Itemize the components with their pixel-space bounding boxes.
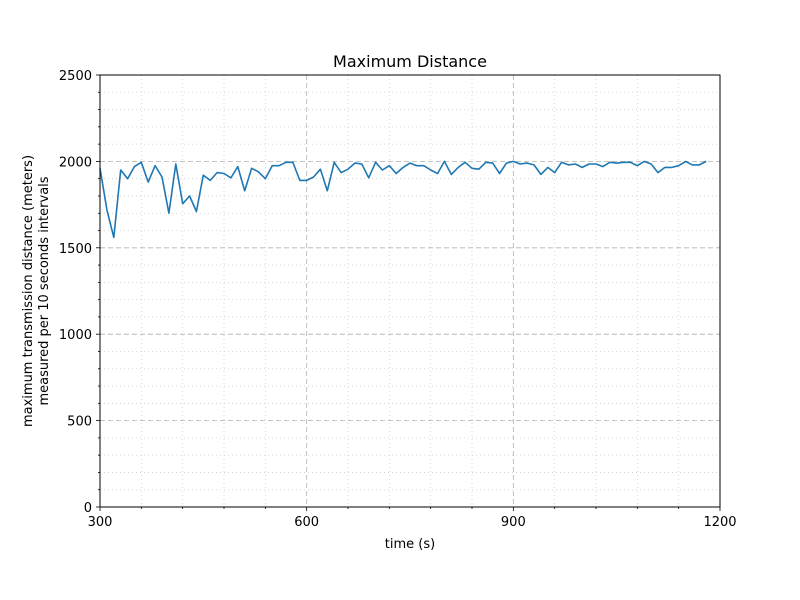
x-tick-label: 300 [88,515,113,530]
y-tick-label: 2500 [59,69,92,84]
y-axis-label-2: measured per 10 seconds intervals [37,176,52,405]
y-axis-label-line-1: maximum transmission distance (meters) [21,155,36,427]
axis-ticks: 300 600 900 1200 0 500 1000 1500 2000 2500 [59,69,737,530]
x-axis-label: time (s) [385,537,435,552]
y-tick-label: 500 [67,415,92,430]
minor-grid [100,75,720,507]
x-tick-label: 900 [501,515,526,530]
chart-title: Maximum Distance [333,52,487,71]
plot-frame [99,74,721,508]
series-layer [99,160,707,239]
x-tick-label: 1200 [703,515,736,530]
y-axis-label: maximum transmission distance (meters) [21,155,36,427]
major-grid [100,75,720,507]
y-tick-label: 2000 [59,155,92,170]
y-tick-label: 1000 [59,328,92,343]
y-tick-label: 0 [84,501,92,516]
y-tick-label: 1500 [59,242,92,257]
x-tick-label: 600 [294,515,319,530]
series-line [99,160,707,239]
y-axis-label-line-2: measured per 10 seconds intervals [37,176,52,405]
